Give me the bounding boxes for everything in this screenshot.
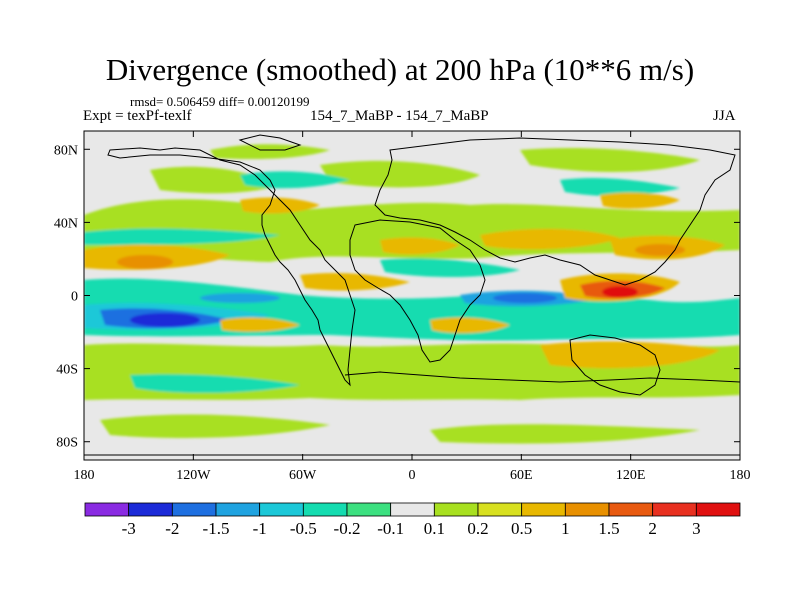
colorbar-label: -0.5 [290,519,317,538]
colorbar-swatch [128,502,173,517]
colorbar-swatch [346,502,392,517]
field-band [240,171,350,189]
colorbar-label: 0.2 [467,519,488,538]
plot-area [83,130,741,461]
map-title: Divergence (smoothed) at 200 hPa (10**6 … [105,52,695,87]
field-band [240,197,320,214]
field-band [380,258,520,277]
colorbar-label: 3 [692,519,701,538]
field-core-negative [200,293,280,303]
colorbar-swatch [521,502,566,517]
colorbar-swatch [433,502,479,517]
season-label: JJA [713,108,736,124]
field-band [430,317,510,334]
x-tick-label: 0 [409,468,416,483]
colorbar-swatch [259,502,304,517]
stats-text: rmsd= 0.506459 diff= 0.00120199 [130,94,310,109]
colorbar-label: -0.1 [377,519,404,538]
colorbar-swatch [695,502,741,517]
field-band [320,160,480,188]
y-tick-label: 40N [54,216,78,231]
africa-outline [349,219,486,363]
colorbar-swatch [302,502,348,517]
x-tick-label: 180 [730,468,751,483]
field-band [480,228,620,250]
field-band [150,166,280,194]
field-band [100,414,330,438]
colorbar-label: 1 [561,519,570,538]
field-core-positive [602,286,638,298]
colorbar-label: 0.5 [511,519,532,538]
colorbar-swatch [171,502,217,517]
field-core-negative [493,293,557,303]
colorbar-label: -3 [122,519,136,538]
americas-outline [107,147,356,387]
colorbar-swatch [652,502,697,517]
field-band [560,177,680,197]
colorbar-swatch [477,502,523,517]
colorbar-label: -0.2 [334,519,361,538]
field-band [130,374,300,393]
field-band [84,228,280,245]
colorbar-label: 1.5 [598,519,619,538]
antarctica-outline [344,371,740,383]
field-band [380,237,460,255]
field-band [300,272,410,291]
field-band [430,424,700,444]
field-band [220,317,300,332]
field-band [540,341,720,369]
colorbar-label: -1.5 [203,519,230,538]
field-band [520,148,700,172]
field-core-negative [130,313,200,327]
y-tick-label: 0 [71,290,78,305]
colorbar-swatch [390,502,435,517]
experiment-label: Expt = texPf-texlf [83,108,192,124]
greenland-outline [238,134,302,151]
colorbar-swatch [84,502,130,517]
x-tick-label: 180 [74,468,95,483]
x-tick-label: 60W [289,468,317,483]
field-band [210,144,330,160]
case-label: 154_7_MaBP - 154_7_MaBP [310,108,489,124]
field-band [600,192,680,209]
x-tick-label: 120W [176,468,211,483]
colorbar-label: -2 [165,519,179,538]
colorbar-label: 2 [648,519,657,538]
colorbar-label: 0.1 [424,519,445,538]
colorbar-swatch [608,502,654,517]
colorbar-label: -1 [253,519,267,538]
australia-outline [569,334,661,396]
x-tick-label: 60E [510,468,533,483]
colorbar: -3 -2 -1.5 -1 -0.5 -0.2 -0.1 0.1 0.2 0.5 1 1.5 2 3 [84,502,741,538]
y-tick-label: 80S [56,436,78,451]
divergence-field [84,144,740,444]
eurasia-outline [374,137,736,286]
x-tick-label: 120E [616,468,646,483]
x-axis: 180 120W 60W 0 60E 120E 180 [74,131,751,483]
field-core-positive [117,255,173,269]
colorbar-swatch [564,502,610,517]
y-tick-label: 80N [54,143,78,158]
colorbar-swatch [215,502,261,517]
y-axis: 80N 40N 0 40S 80S [54,143,740,451]
y-tick-label: 40S [56,363,78,378]
